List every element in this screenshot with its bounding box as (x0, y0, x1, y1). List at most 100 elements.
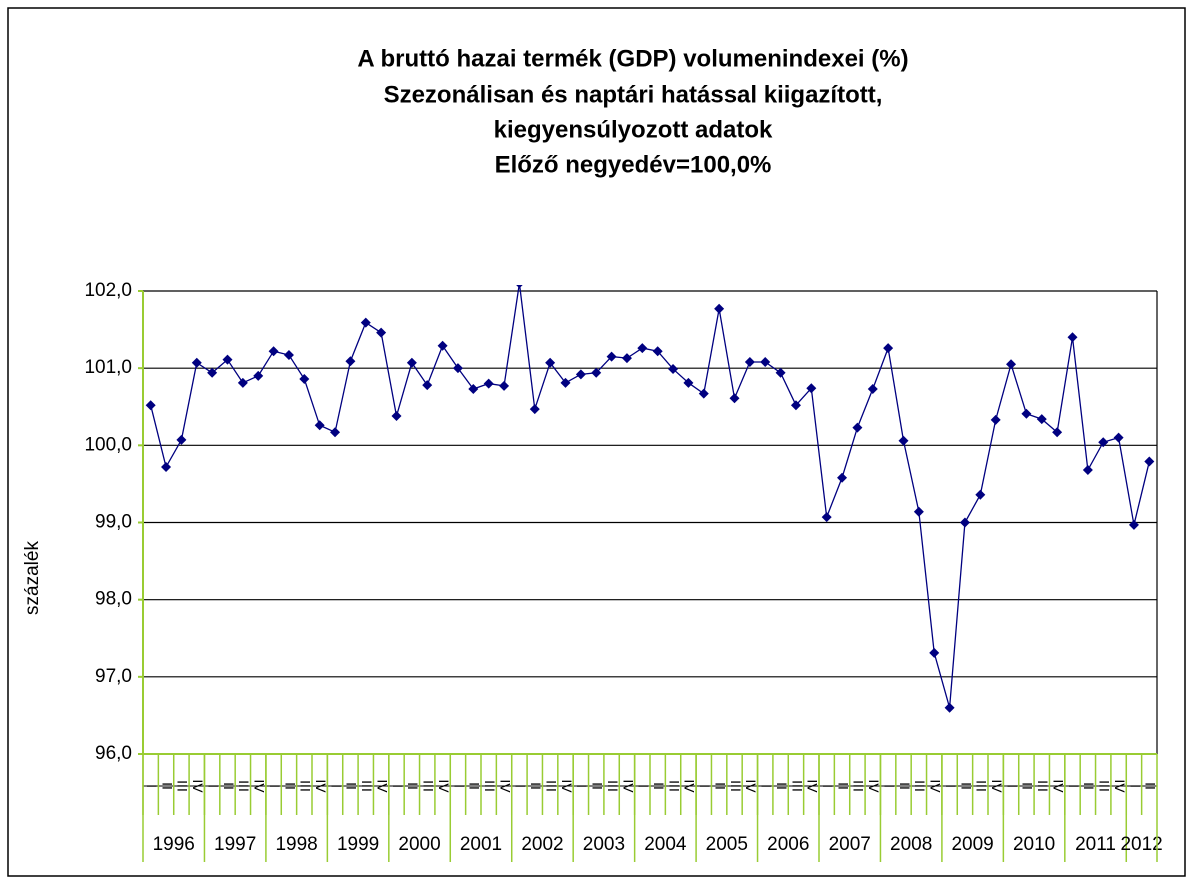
data-point (775, 367, 786, 378)
data-point (1113, 432, 1124, 443)
chart-frame (7, 7, 1186, 877)
data-point (330, 427, 341, 438)
data-point (560, 377, 571, 388)
x-tick-label: III (236, 780, 252, 792)
data-point (207, 367, 218, 378)
x-tick-label: I (267, 784, 283, 788)
x-tick-label: I (574, 784, 590, 788)
x-group-label: 2005 (706, 834, 748, 855)
data-point (668, 363, 679, 374)
x-tick-label: II (651, 782, 667, 790)
data-point (237, 377, 248, 388)
x-tick-label: II (221, 782, 237, 790)
x-tick-label: I (943, 784, 959, 788)
x-group-label: 2009 (951, 834, 993, 855)
y-tick-label: 100,0 (84, 434, 132, 455)
x-tick-label: III (1097, 780, 1113, 792)
y-tick-label: 98,0 (95, 589, 132, 610)
data-point (913, 506, 924, 517)
data-point (1128, 519, 1139, 530)
data-point (529, 404, 540, 415)
data-point (637, 343, 648, 354)
x-tick-label: III (298, 780, 314, 792)
x-tick-label: III (851, 780, 867, 792)
x-tick-label: II (467, 782, 483, 790)
data-point (652, 346, 663, 357)
data-point (191, 357, 202, 368)
x-tick-label: II (159, 782, 175, 790)
x-tick-label: II (590, 782, 606, 790)
data-point (360, 317, 371, 328)
data-point (975, 489, 986, 500)
data-line (150, 285, 1150, 708)
x-tick-label: II (958, 782, 974, 790)
data-point (867, 384, 878, 395)
x-tick-label: I (205, 784, 221, 788)
x-tick-label: IV (497, 779, 513, 793)
data-point (176, 434, 187, 445)
x-group-label: 1998 (275, 834, 317, 855)
x-tick-label: IV (559, 779, 575, 793)
x-tick-label: I (328, 784, 344, 788)
data-point (422, 380, 433, 391)
x-tick-label: III (728, 780, 744, 792)
x-tick-label: I (144, 784, 160, 788)
x-tick-label: IV (252, 779, 268, 793)
x-tick-label: I (1066, 784, 1082, 788)
x-group-label: 2004 (644, 834, 687, 855)
x-group-label: 2007 (829, 834, 871, 855)
x-group-label: 1996 (153, 834, 195, 855)
data-point (314, 420, 325, 431)
data-point (683, 377, 694, 388)
data-point (145, 400, 156, 411)
x-tick-label: II (405, 782, 421, 790)
x-tick-label: III (175, 780, 191, 792)
data-point (990, 414, 1001, 425)
data-point (621, 353, 632, 364)
plot-area (145, 285, 1155, 713)
data-point (944, 702, 955, 713)
x-tick-label: I (697, 784, 713, 788)
x-group-label: 2002 (521, 834, 563, 855)
x-tick-label: III (421, 780, 437, 792)
x-tick-label: II (835, 782, 851, 790)
x-tick-label: II (774, 782, 790, 790)
x-group-label: 1997 (214, 834, 256, 855)
data-point (1052, 427, 1063, 438)
data-point (744, 356, 755, 367)
data-point (1067, 332, 1078, 343)
x-tick-label: II (282, 782, 298, 790)
x-tick-label: III (912, 780, 928, 792)
x-tick-label: III (359, 780, 375, 792)
data-point (790, 400, 801, 411)
x-tick-label: IV (1112, 779, 1128, 793)
y-tick-label: 99,0 (95, 512, 132, 533)
data-point (1006, 359, 1017, 370)
chart-title: kiegyensúlyozott adatok (494, 116, 773, 143)
x-group-label: 2012 (1120, 834, 1162, 855)
data-point (929, 647, 940, 658)
x-tick-label: II (1143, 782, 1159, 790)
x-tick-label: IV (682, 779, 698, 793)
data-point (468, 384, 479, 395)
x-tick-label: IV (743, 779, 759, 793)
data-point (591, 367, 602, 378)
x-group-label: 2003 (583, 834, 625, 855)
chart-title: Előző negyedév=100,0% (495, 151, 772, 178)
data-point (1036, 414, 1047, 425)
data-point (1021, 408, 1032, 419)
x-tick-label: IV (989, 779, 1005, 793)
data-point (253, 370, 264, 381)
x-tick-label: III (974, 780, 990, 792)
x-tick-label: II (1081, 782, 1097, 790)
data-point (452, 363, 463, 374)
x-group-label: 2011 (1075, 834, 1116, 855)
data-point (222, 354, 233, 365)
x-group-label: 1999 (337, 834, 379, 855)
x-tick-label: I (759, 784, 775, 788)
data-point (729, 393, 740, 404)
x-tick-label: IV (190, 779, 206, 793)
x-tick-label: II (344, 782, 360, 790)
x-tick-label: IV (313, 779, 329, 793)
x-tick-label: II (712, 782, 728, 790)
